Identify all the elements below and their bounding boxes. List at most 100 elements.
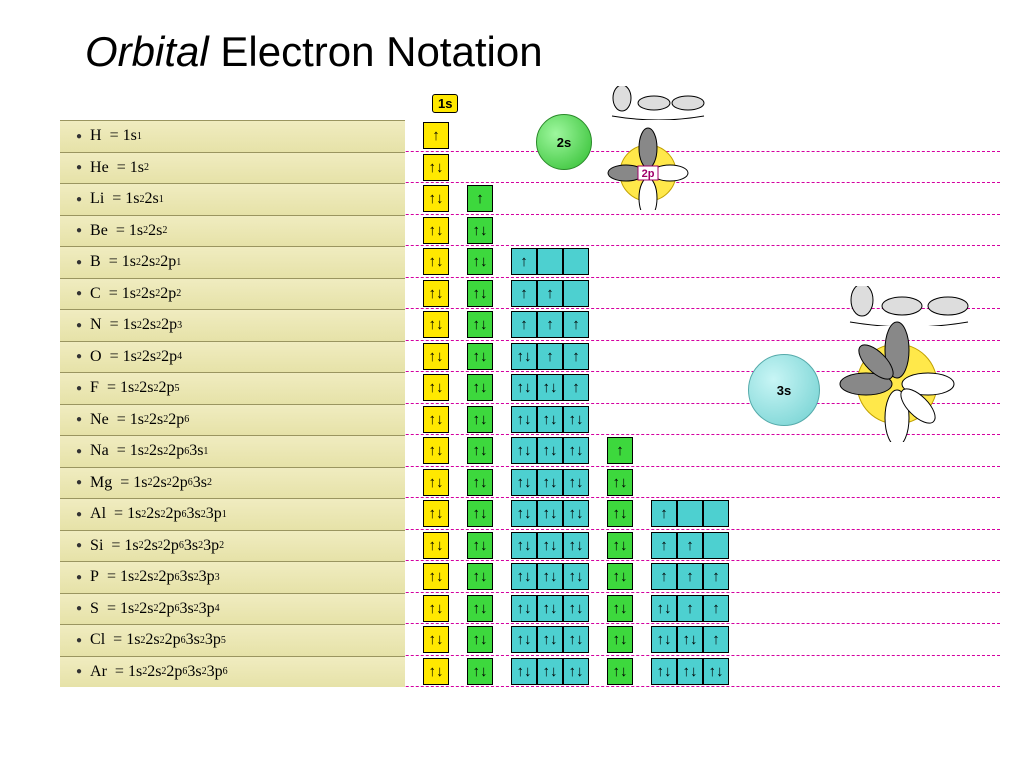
- orbital-group: ↑↓: [607, 658, 633, 685]
- orbital-group: ↑: [607, 437, 633, 464]
- orbital-box: ↑: [537, 311, 563, 338]
- orbitals: ↑↓↑↓↑↓↑↑: [423, 343, 589, 370]
- orbital-group: ↑↓: [607, 595, 633, 622]
- orbital-box: ↑↓: [511, 406, 537, 433]
- orbital-group: ↑↓↑↓↑↓: [511, 658, 589, 685]
- label-2s: 2s: [557, 135, 571, 150]
- orbital-box: [563, 280, 589, 307]
- orbital-group: ↑↓↑↓↑↓: [511, 626, 589, 653]
- orbital-group: ↑↓: [467, 311, 493, 338]
- orbitals: ↑↓ ↑↓ ↑↑↑: [423, 311, 589, 338]
- config-text: ●Si = 1s2 2s2 2p6 3s2 3p2: [60, 530, 405, 562]
- orbital-box: ↑↓: [703, 658, 729, 685]
- orbital-box: ↑↓: [677, 626, 703, 653]
- orbital-box: ↑↓: [563, 595, 589, 622]
- config-text: ●P = 1s2 2s2 2p6 3s2 3p3: [60, 561, 405, 593]
- orbital-group: ↑↓↑↓↑: [651, 626, 729, 653]
- orbital-box: ↑↓: [423, 374, 449, 401]
- orbital-box: ↑↓: [511, 437, 537, 464]
- orbital-group: ↑↓: [423, 311, 449, 338]
- orbital-box: ↑: [651, 500, 677, 527]
- orbital-box: ↑↓: [563, 658, 589, 685]
- orbital-box: ↑↓: [537, 469, 563, 496]
- orbital-group: ↑↓: [423, 563, 449, 590]
- element-row-Ar: ●Ar = 1s2 2s2 2p6 3s2 3p6↑↓↑↓↑↓↑↓↑↓↑↓↑↓↑…: [60, 656, 1000, 688]
- orbital-group: ↑↓: [423, 658, 449, 685]
- orbital-box: ↑: [467, 185, 493, 212]
- orbital-group: ↑↓↑↑: [651, 595, 729, 622]
- orbitals: ↑↓↑↓↑↓↑↓↑↓↑: [423, 437, 633, 464]
- element-row-B: ●B = 1s2 2s2 2p1↑↓↑↓↑: [60, 246, 1000, 278]
- element-row-Be: ●Be = 1s2 2s2 ↑↓↑↓: [60, 215, 1000, 247]
- orbital-box: ↑↓: [563, 469, 589, 496]
- orbital-box: ↑↓: [511, 500, 537, 527]
- orbital-box: ↑: [511, 311, 537, 338]
- orbital-box: ↑↓: [537, 406, 563, 433]
- orbital-box: ↑↓: [563, 532, 589, 559]
- config-text: ●Be = 1s2 2s2: [60, 215, 405, 247]
- orbital-group: ↑↓↑↓↑↓: [511, 406, 589, 433]
- orbital-group: ↑↓: [423, 500, 449, 527]
- orbital-group: ↑↓↑↓↑↓: [511, 469, 589, 496]
- page-title: Orbital Electron Notation: [0, 0, 1024, 76]
- config-text: ●Na = 1s2 2s2 2p6 3s1: [60, 435, 405, 467]
- orbital-box: ↑: [537, 280, 563, 307]
- orbital-group: ↑↓: [423, 248, 449, 275]
- orbital-group: ↑↑↑: [511, 311, 589, 338]
- orbitals: ↑↓↑↓↑: [423, 248, 589, 275]
- orbital-box: ↑: [651, 563, 677, 590]
- orbital-group: ↑↓: [467, 217, 493, 244]
- config-text: ●He = 1s2: [60, 152, 405, 184]
- orbital-group: ↑↓: [467, 248, 493, 275]
- orbital-group: ↑↓↑↓↑↓: [511, 500, 589, 527]
- element-row-Al: ●Al = 1s2 2s2 2p6 3s2 3p1↑↓↑↓↑↓↑↓↑↓↑↓↑: [60, 498, 1000, 530]
- orbital-box: ↑↓: [537, 374, 563, 401]
- orbitals: ↑: [423, 122, 449, 149]
- orbital-group: ↑↓: [607, 469, 633, 496]
- orbital-box: ↑↓: [423, 154, 449, 181]
- orbital-box: ↑↓: [651, 658, 677, 685]
- orbital-box: ↑↓: [511, 532, 537, 559]
- orbital-box: ↑↓: [467, 437, 493, 464]
- element-row-P: ●P = 1s2 2s2 2p6 3s2 3p3↑↓↑↓↑↓↑↓↑↓↑↓↑↑↑: [60, 561, 1000, 593]
- orbital-box: [677, 500, 703, 527]
- orbital-box: ↑↓: [651, 595, 677, 622]
- orbital-box: ↑↓: [467, 595, 493, 622]
- orbital-group: ↑↑: [651, 532, 729, 559]
- orbital-box: ↑↓: [607, 500, 633, 527]
- orbital-group: ↑↓: [467, 626, 493, 653]
- orbital-box: ↑↓: [607, 563, 633, 590]
- orbital-box: ↑↓: [467, 563, 493, 590]
- orbital-box: ↑↓: [423, 311, 449, 338]
- orbital-box: ↑↓: [467, 532, 493, 559]
- orbital-group: ↑↓: [423, 406, 449, 433]
- orbital-group: ↑↓: [607, 500, 633, 527]
- orbital-box: ↑↓: [511, 343, 537, 370]
- orbital-box: ↑↓: [563, 406, 589, 433]
- orbital-box: ↑: [703, 626, 729, 653]
- orbital-box: ↑↓: [563, 563, 589, 590]
- element-row-Li: ●Li = 1s2 2s1↑↓↑: [60, 183, 1000, 215]
- config-text: ●Al = 1s2 2s2 2p6 3s2 3p1: [60, 498, 405, 530]
- orbital-group: ↑↓: [423, 374, 449, 401]
- label-3s: 3s: [777, 383, 791, 398]
- orbital-group: ↑: [651, 500, 729, 527]
- orbital-box: ↑: [677, 563, 703, 590]
- orbitals: ↑↓: [423, 154, 449, 181]
- orbital-group: ↑↑↑: [651, 563, 729, 590]
- orbital-box: [703, 500, 729, 527]
- title-rest: Electron Notation: [209, 28, 543, 75]
- orbital-box: ↑: [563, 374, 589, 401]
- orbital-group: ↑↓: [467, 280, 493, 307]
- orbital-box: ↑↓: [423, 500, 449, 527]
- orbital-box: ↑↓: [607, 469, 633, 496]
- orbital-box: ↑↓: [467, 374, 493, 401]
- orbital-box: ↑: [537, 343, 563, 370]
- orbital-box: ↑: [423, 122, 449, 149]
- orbital-box: ↑↓: [563, 437, 589, 464]
- label-2p: 2p: [642, 168, 655, 180]
- orbitals: ↑↓↑↓: [423, 217, 493, 244]
- orbitals: ↑↓↑↓↑↓↑↓↑↓↑↓↑↑↑: [423, 563, 729, 590]
- orbital-group: ↑↓↑↓↑↓: [511, 595, 589, 622]
- orbital-group: ↑↓: [423, 532, 449, 559]
